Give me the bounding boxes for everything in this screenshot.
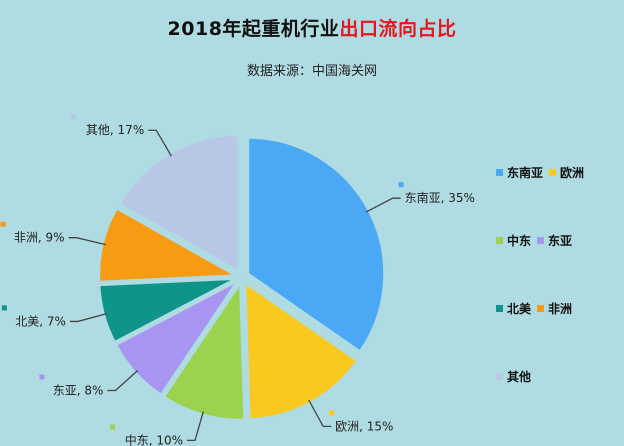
legend-label: 欧洲 — [560, 166, 585, 180]
legend-swatch — [537, 305, 545, 312]
label-marker-north-america — [1, 305, 7, 311]
leader-line-europe — [308, 399, 332, 428]
legend-row: 中东 东亚 — [496, 232, 578, 249]
label-marker-southeast-asia — [398, 182, 404, 188]
legend-item-africa: 非洲 — [537, 300, 572, 317]
legend-swatch — [549, 169, 557, 176]
data-label-southeast-asia: 东南亚, 35% — [405, 190, 475, 205]
label-marker-east-asia — [39, 374, 45, 380]
legend-swatch — [496, 305, 503, 312]
legend-label: 非洲 — [548, 302, 573, 316]
chart-legend: 东南亚 欧洲中东 东亚北美 非洲其他 — [496, 0, 624, 446]
leader-line-north-america — [69, 312, 108, 323]
legend-item-europe: 欧洲 — [549, 164, 584, 181]
data-label-middle-east: 中东, 10% — [125, 432, 183, 446]
title-highlight: 出口流向占比 — [339, 18, 457, 40]
legend-swatch — [496, 169, 503, 176]
data-label-east-asia: 东亚, 8% — [53, 383, 104, 397]
legend-item-other: 其他 — [496, 368, 531, 385]
legend-swatch — [537, 237, 545, 244]
leader-line-africa — [68, 237, 106, 246]
legend-row: 东南亚 欧洲 — [496, 164, 590, 181]
leader-line-middle-east — [187, 411, 204, 442]
legend-label: 北美 — [507, 302, 532, 316]
legend-row: 其他 — [496, 368, 537, 385]
data-label-north-america: 北美, 7% — [15, 314, 66, 328]
pie-chart: 东南亚, 35% 欧洲, 15% 中东, 10% 东亚, 8% 北美, 7% 非洲, 9%… — [0, 114, 475, 446]
legend-swatch — [496, 237, 503, 244]
label-marker-africa — [0, 221, 6, 227]
chart-subtitle: 数据来源：中国海关网 — [246, 64, 377, 79]
legend-item-middle-east: 中东 — [496, 232, 531, 249]
data-label-other: 其他, 17% — [86, 123, 144, 137]
legend-label: 中东 — [507, 234, 532, 248]
data-label-europe: 欧洲, 15% — [335, 419, 393, 433]
label-marker-other — [71, 114, 77, 120]
leader-line-southeast-asia — [365, 197, 401, 213]
label-marker-middle-east — [110, 424, 116, 430]
legend-label: 东南亚 — [507, 166, 544, 180]
legend-row: 北美 非洲 — [496, 300, 578, 317]
title-prefix: 2018年起重机行业 — [167, 18, 340, 40]
legend-item-east-asia: 东亚 — [537, 232, 572, 249]
legend-label: 东亚 — [548, 234, 573, 248]
legend-item-southeast-asia: 东南亚 — [496, 164, 543, 181]
legend-swatch — [496, 373, 503, 380]
leader-line-other — [148, 129, 172, 157]
legend-item-north-america: 北美 — [496, 300, 531, 317]
legend-label: 其他 — [507, 370, 532, 384]
label-marker-europe — [329, 410, 335, 416]
leader-line-east-asia — [107, 369, 139, 392]
data-label-africa: 非洲, 9% — [14, 231, 65, 245]
chart-title: 2018年起重机行业出口流向占比 — [0, 14, 624, 41]
